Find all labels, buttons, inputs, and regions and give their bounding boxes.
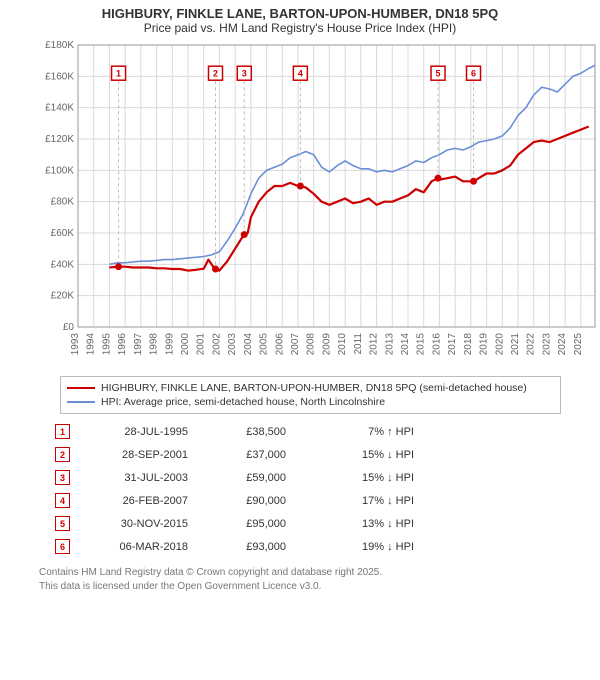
tx-price: £95,000: [206, 518, 286, 530]
tx-delta: 7% ↑ HPI: [304, 426, 414, 438]
tx-delta: 19% ↓ HPI: [304, 541, 414, 553]
svg-text:2011: 2011: [353, 333, 364, 355]
svg-text:2004: 2004: [243, 333, 254, 356]
svg-text:3: 3: [242, 69, 247, 79]
svg-text:2012: 2012: [369, 333, 380, 356]
marker-box: 3: [55, 470, 70, 485]
svg-text:£40K: £40K: [51, 259, 75, 270]
marker-box: 4: [55, 493, 70, 508]
svg-text:1999: 1999: [164, 333, 175, 356]
tx-delta: 17% ↓ HPI: [304, 495, 414, 507]
tx-date: 31-JUL-2003: [88, 472, 188, 484]
table-row: 3 31-JUL-2003 £59,000 15% ↓ HPI: [55, 466, 561, 489]
transactions-table: 1 28-JUL-1995 £38,500 7% ↑ HPI 2 28-SEP-2001 £…: [55, 420, 561, 558]
svg-text:6: 6: [471, 69, 476, 79]
svg-text:2006: 2006: [274, 333, 285, 356]
tx-date: 28-JUL-1995: [88, 426, 188, 438]
legend-label-red: HIGHBURY, FINKLE LANE, BARTON-UPON-HUMBE…: [101, 382, 527, 394]
tx-delta: 15% ↓ HPI: [304, 472, 414, 484]
svg-text:2005: 2005: [259, 333, 270, 356]
svg-text:2000: 2000: [180, 333, 191, 356]
table-row: 5 30-NOV-2015 £95,000 13% ↓ HPI: [55, 512, 561, 535]
title-block: HIGHBURY, FINKLE LANE, BARTON-UPON-HUMBE…: [0, 0, 600, 37]
page-root: HIGHBURY, FINKLE LANE, BARTON-UPON-HUMBE…: [0, 0, 600, 593]
svg-text:2017: 2017: [447, 333, 458, 356]
svg-text:1998: 1998: [149, 333, 160, 356]
svg-text:£0: £0: [63, 322, 75, 333]
tx-delta: 13% ↓ HPI: [304, 518, 414, 530]
tx-price: £93,000: [206, 541, 286, 553]
svg-text:2002: 2002: [211, 333, 222, 356]
svg-text:£60K: £60K: [51, 228, 75, 239]
svg-text:2008: 2008: [306, 333, 317, 356]
tx-price: £37,000: [206, 449, 286, 461]
table-row: 4 26-FEB-2007 £90,000 17% ↓ HPI: [55, 489, 561, 512]
footer: Contains HM Land Registry data © Crown c…: [39, 566, 588, 593]
legend-swatch-blue: [67, 401, 95, 403]
svg-text:£140K: £140K: [45, 103, 74, 114]
svg-text:£160K: £160K: [45, 71, 74, 82]
tx-date: 28-SEP-2001: [88, 449, 188, 461]
tx-price: £59,000: [206, 472, 286, 484]
tx-delta: 15% ↓ HPI: [304, 449, 414, 461]
svg-text:2019: 2019: [479, 333, 490, 356]
svg-text:£180K: £180K: [45, 40, 74, 51]
tx-date: 30-NOV-2015: [88, 518, 188, 530]
svg-text:£20K: £20K: [51, 291, 75, 302]
title-line-1: HIGHBURY, FINKLE LANE, BARTON-UPON-HUMBE…: [10, 6, 590, 21]
svg-text:1993: 1993: [70, 333, 81, 356]
svg-text:2016: 2016: [431, 333, 442, 356]
svg-text:£100K: £100K: [45, 165, 74, 176]
svg-text:5: 5: [436, 69, 441, 79]
svg-text:2009: 2009: [321, 333, 332, 356]
tx-price: £90,000: [206, 495, 286, 507]
svg-text:£120K: £120K: [45, 134, 74, 145]
svg-text:2001: 2001: [196, 333, 207, 356]
footer-line-1: Contains HM Land Registry data © Crown c…: [39, 566, 588, 580]
svg-text:1995: 1995: [101, 333, 112, 356]
tx-date: 06-MAR-2018: [88, 541, 188, 553]
tx-price: £38,500: [206, 426, 286, 438]
legend-swatch-red: [67, 387, 95, 389]
table-row: 6 06-MAR-2018 £93,000 19% ↓ HPI: [55, 535, 561, 558]
svg-text:2025: 2025: [573, 333, 584, 356]
footer-line-2: This data is licensed under the Open Gov…: [39, 580, 588, 594]
table-row: 2 28-SEP-2001 £37,000 15% ↓ HPI: [55, 443, 561, 466]
marker-box: 1: [55, 424, 70, 439]
svg-text:2024: 2024: [557, 333, 568, 356]
svg-text:2015: 2015: [416, 333, 427, 356]
legend-row-blue: HPI: Average price, semi-detached house,…: [67, 395, 554, 409]
chart: £0 £20K £40K £60K £80K £100K £120K £140K £160K £1…: [39, 37, 600, 370]
svg-text:2003: 2003: [227, 333, 238, 356]
svg-text:2023: 2023: [541, 333, 552, 356]
svg-text:2007: 2007: [290, 333, 301, 356]
svg-text:2: 2: [213, 69, 218, 79]
svg-text:1: 1: [116, 69, 121, 79]
legend: HIGHBURY, FINKLE LANE, BARTON-UPON-HUMBE…: [60, 376, 561, 414]
marker-box: 5: [55, 516, 70, 531]
svg-text:4: 4: [298, 69, 303, 79]
svg-text:2014: 2014: [400, 333, 411, 356]
svg-text:£80K: £80K: [51, 197, 75, 208]
marker-box: 6: [55, 539, 70, 554]
svg-text:2022: 2022: [526, 333, 537, 356]
title-line-2: Price paid vs. HM Land Registry's House …: [10, 21, 590, 35]
legend-label-blue: HPI: Average price, semi-detached house,…: [101, 396, 385, 408]
tx-date: 26-FEB-2007: [88, 495, 188, 507]
legend-row-red: HIGHBURY, FINKLE LANE, BARTON-UPON-HUMBE…: [67, 381, 554, 395]
table-row: 1 28-JUL-1995 £38,500 7% ↑ HPI: [55, 420, 561, 443]
svg-text:2010: 2010: [337, 333, 348, 356]
svg-text:1997: 1997: [133, 333, 144, 356]
svg-text:2021: 2021: [510, 333, 521, 356]
svg-text:2013: 2013: [384, 333, 395, 356]
svg-text:1996: 1996: [117, 333, 128, 356]
marker-box: 2: [55, 447, 70, 462]
svg-text:2020: 2020: [494, 333, 505, 356]
svg-text:2018: 2018: [463, 333, 474, 356]
svg-text:1994: 1994: [86, 333, 97, 356]
